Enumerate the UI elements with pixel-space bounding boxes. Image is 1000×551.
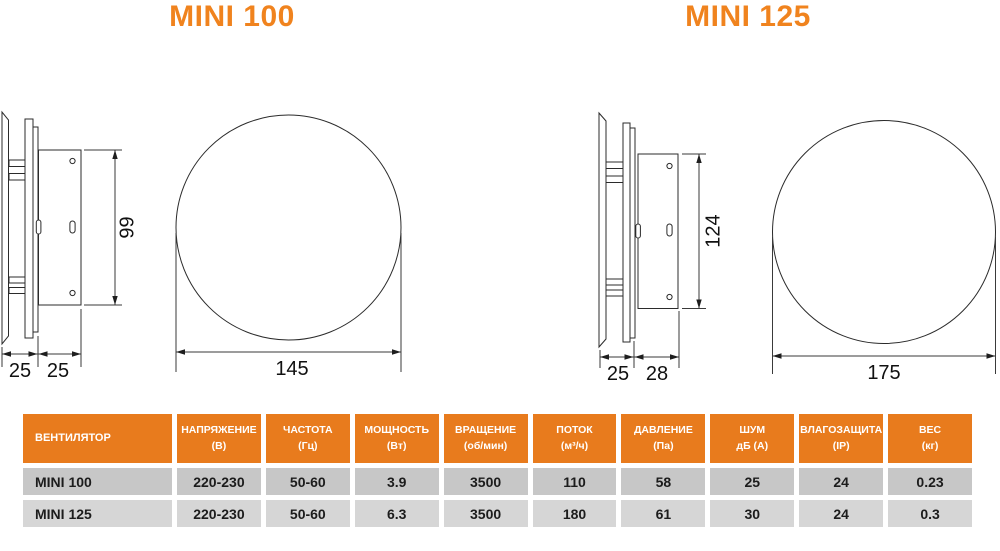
col-header-noise: ШУМ дБ (А) (710, 414, 795, 463)
cell-mini125-voltage: 220-230 (177, 500, 261, 527)
product-title-mini-125: MINI 125 (685, 0, 811, 33)
col-header-label: ВЕНТИЛЯТОР (35, 431, 111, 444)
front-cover-profile (598, 111, 607, 349)
cell-mini125-noise: 30 (710, 500, 795, 527)
col-header-power: МОЩНОСТЬ (Вт) (354, 414, 439, 463)
col-header-rotation: ВРАЩЕНИЕ (об/мин) (443, 414, 528, 463)
cell-mini100-frequency: 50-60 (265, 468, 350, 495)
cell-mini125-frequency: 50-60 (265, 500, 350, 527)
col-header-airflow: ПОТОК (м³/ч) (532, 414, 617, 463)
cell-mini125-pressure: 61 (621, 500, 706, 527)
mini-100-side-view: 99 25 25 (1, 110, 139, 382)
cell-mini100-rotation: 3500 (443, 468, 528, 495)
cell-mini100-ip-rating: 24 (799, 468, 884, 495)
fan-face-circle (175, 114, 402, 341)
body-profile (622, 122, 631, 343)
cell-mini125-airflow: 180 (532, 500, 617, 527)
mini-125-side-view: 124 25 28 (598, 111, 725, 385)
product-title-mini-100: MINI 100 (169, 0, 295, 33)
cell-mini100-airflow: 110 (532, 468, 617, 495)
mini-100-front-view: 145 (175, 114, 402, 380)
depth-back-dimension-label: 25 (47, 360, 69, 382)
cell-mini100-weight: 0.23 (888, 468, 972, 495)
height-dimension-label: 124 (703, 214, 725, 247)
cell-mini100-voltage: 220-230 (177, 468, 261, 495)
mini-125-front-view: 175 (772, 120, 996, 384)
depth-back-dimension-label: 28 (646, 363, 668, 385)
cell-mini125-ip-rating: 24 (799, 500, 884, 527)
mounting-hole (69, 157, 76, 165)
mounting-slot (69, 220, 76, 234)
mounting-plate (637, 153, 679, 309)
spec-table: ВЕНТИЛЯТОР НАПРЯЖЕНИЕ (В) ЧАСТОТА (Гц) М… (23, 414, 972, 527)
col-header-weight: ВЕС (кг) (888, 414, 972, 463)
fan-face-circle (772, 120, 996, 344)
mounting-hole (69, 289, 76, 297)
height-dimension-label: 99 (117, 216, 139, 238)
row-mini100-label: MINI 100 (23, 468, 172, 495)
cell-mini100-pressure: 58 (621, 468, 706, 495)
mounting-hole (666, 162, 673, 170)
cell-mini125-weight: 0.3 (888, 500, 972, 527)
mounting-slot (666, 223, 673, 237)
col-header-ip-rating: ВЛАГОЗАЩИТА (IP) (799, 414, 884, 463)
col-header-frequency: ЧАСТОТА (Гц) (265, 414, 350, 463)
depth-front-dimension-label: 25 (9, 360, 31, 382)
depth-front-dimension-label: 25 (607, 363, 629, 385)
col-header-voltage: НАПРЯЖЕНИЕ (В) (177, 414, 261, 463)
cell-mini100-noise: 25 (710, 468, 795, 495)
row-mini125-label: MINI 125 (23, 500, 172, 527)
col-header-fan: ВЕНТИЛЯТОР (23, 414, 172, 463)
diameter-dimension-label: 145 (275, 358, 308, 380)
cell-mini100-power: 3.9 (354, 468, 439, 495)
body-profile (24, 118, 34, 339)
diameter-dimension-label: 175 (867, 362, 900, 384)
cell-mini125-power: 6.3 (354, 500, 439, 527)
cell-mini125-rotation: 3500 (443, 500, 528, 527)
mounting-hole (666, 293, 673, 301)
front-cover-profile (1, 110, 9, 346)
col-header-pressure: ДАВЛЕНИЕ (Па) (621, 414, 706, 463)
